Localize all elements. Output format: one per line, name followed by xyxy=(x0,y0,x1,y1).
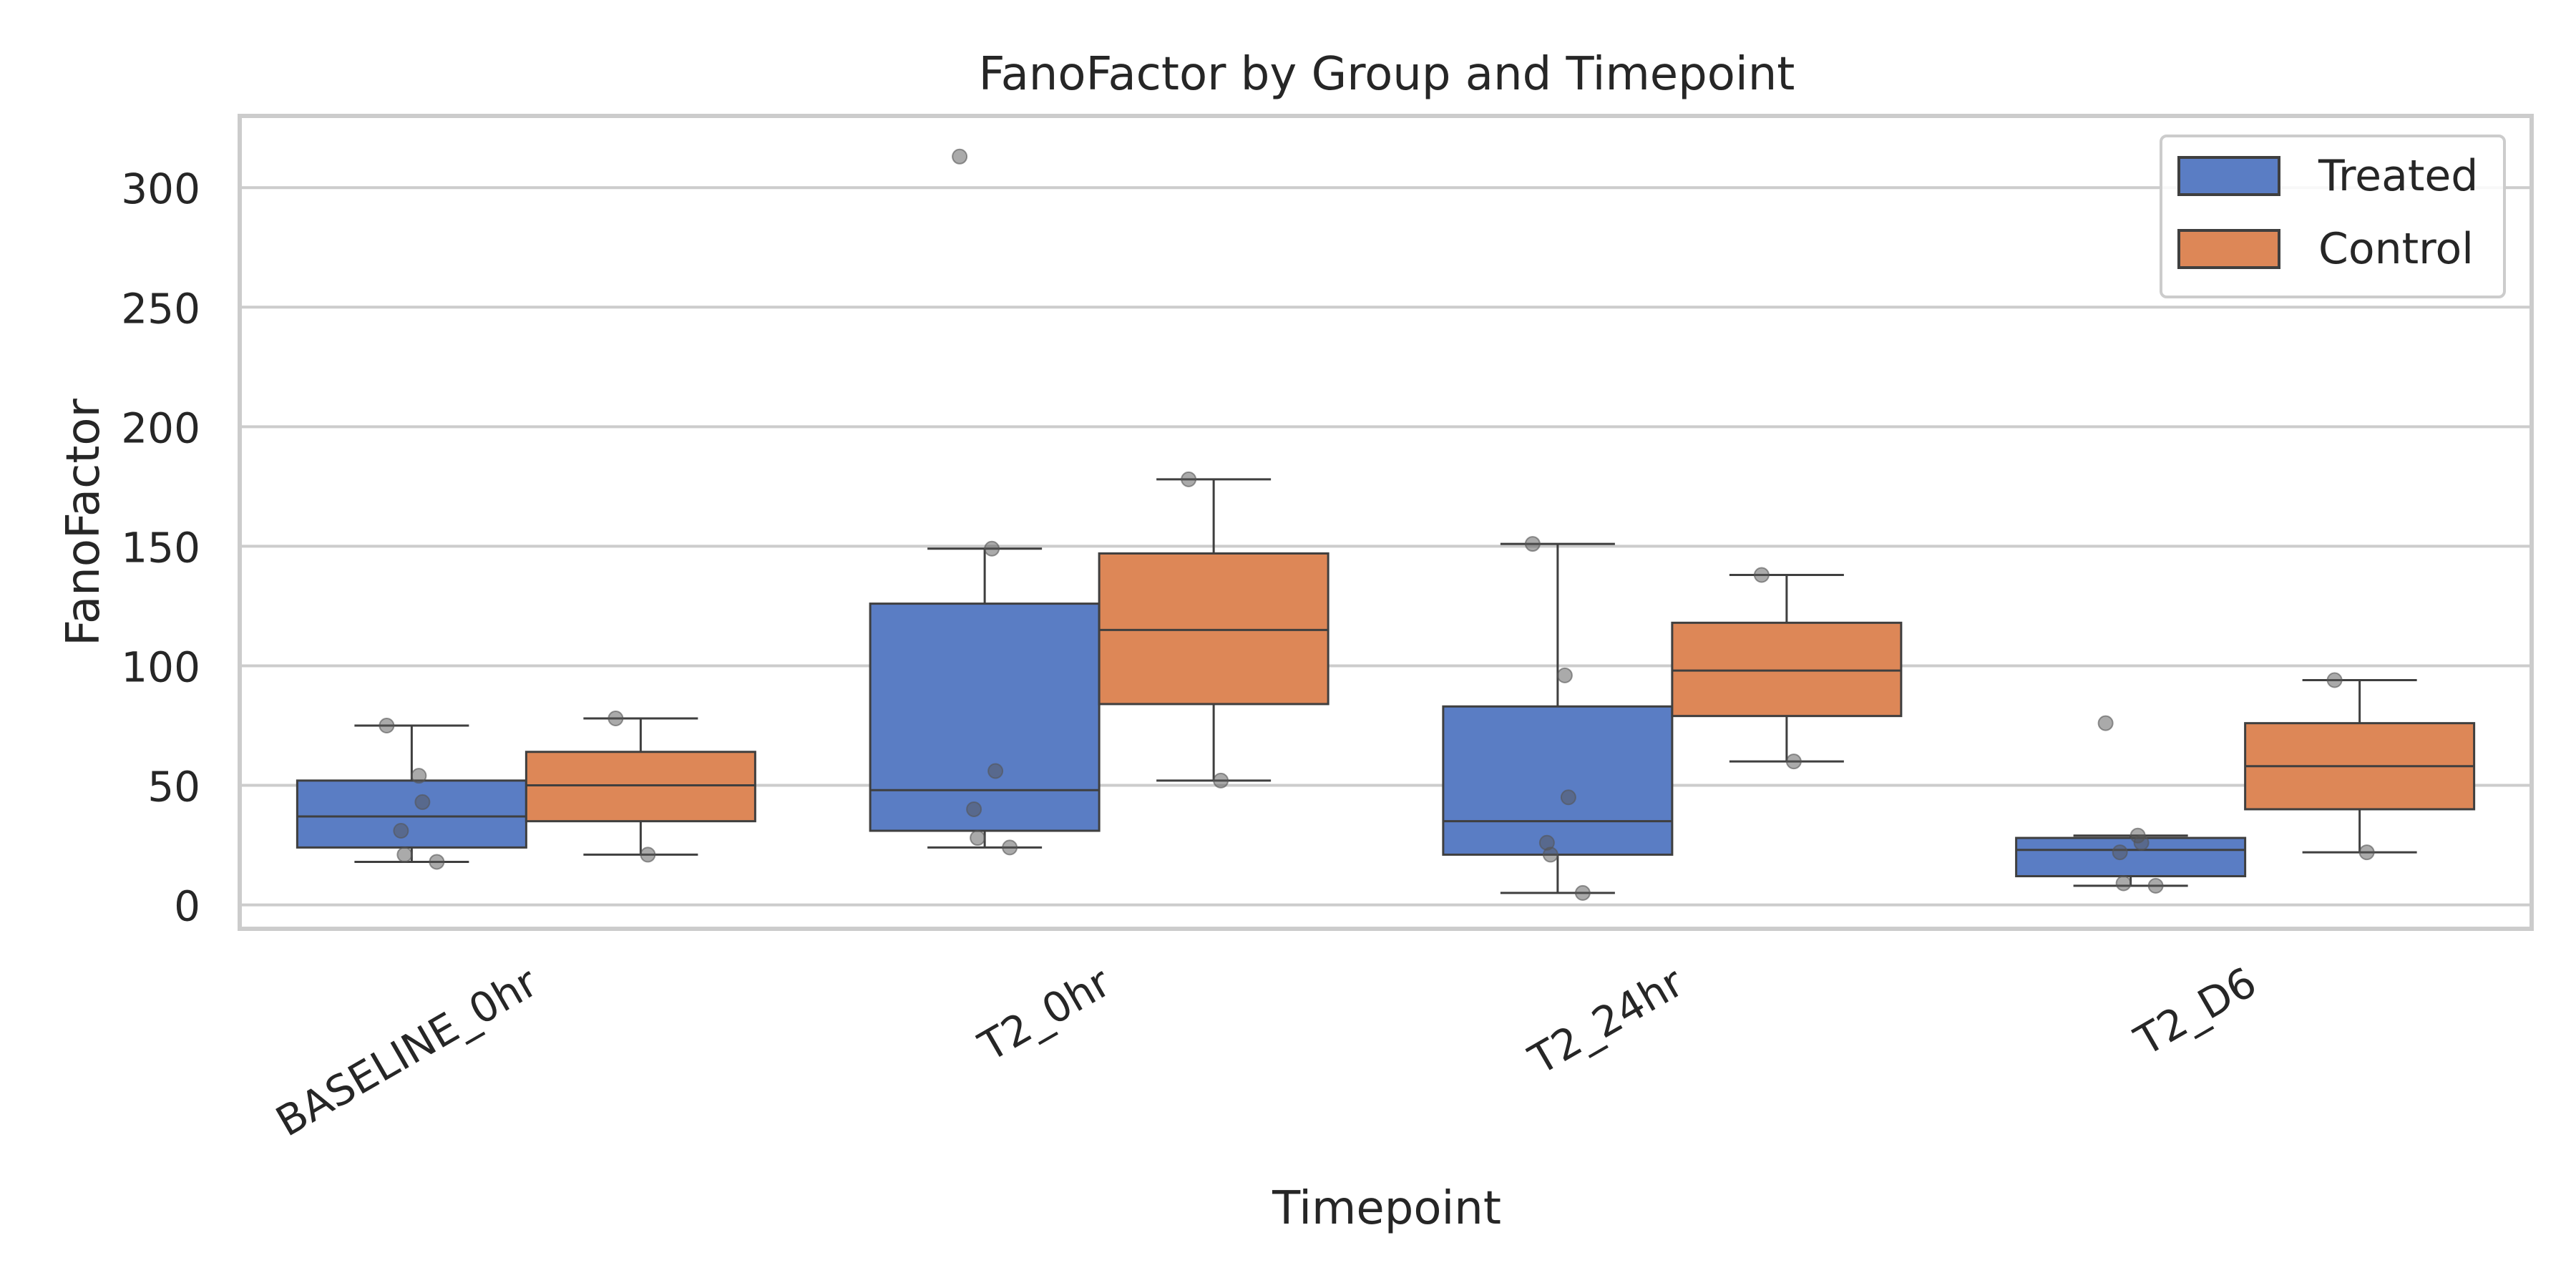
data-point xyxy=(396,847,413,863)
chart-title: FanoFactor by Group and Timepoint xyxy=(979,48,1795,101)
data-point xyxy=(966,801,982,817)
box-control-baseline_0hr xyxy=(525,710,756,863)
x-tick-label: BASELINE_0hr xyxy=(268,957,545,1146)
box-treated-t2_0hr xyxy=(869,148,1101,856)
data-point xyxy=(608,710,624,726)
y-tick-label: 0 xyxy=(174,882,200,931)
plot-frame xyxy=(238,114,2534,931)
box-body xyxy=(1442,705,1674,856)
data-point xyxy=(393,823,409,839)
box-body xyxy=(1098,552,1330,706)
legend: Treated Control xyxy=(2160,135,2506,298)
x-axis: BASELINE_0hr T2_0hr T2_24hr T2_D6 xyxy=(268,957,2264,1146)
plot-area xyxy=(296,148,2476,901)
box-control-t2_24hr xyxy=(1671,567,1903,770)
box-body xyxy=(296,779,527,849)
data-point xyxy=(970,830,986,847)
data-point xyxy=(984,540,1000,557)
data-point xyxy=(2112,844,2128,861)
x-tick-label: T2_D6 xyxy=(2126,957,2264,1065)
y-axis: 0 50 100 150 200 250 300 xyxy=(121,165,200,930)
y-tick-label: 300 xyxy=(121,165,200,213)
legend-label-treated: Treated xyxy=(2318,151,2478,201)
y-tick-label: 150 xyxy=(121,523,200,572)
data-point xyxy=(1556,667,1573,683)
box-treated-t2_24hr xyxy=(1442,536,1674,901)
data-point xyxy=(1542,847,1558,863)
data-point xyxy=(2358,844,2375,861)
data-point xyxy=(1524,536,1541,552)
data-point xyxy=(429,854,445,870)
data-point xyxy=(1785,753,1802,770)
y-tick-label: 200 xyxy=(121,404,200,452)
data-point xyxy=(2147,877,2164,894)
x-tick-label: T2_24hr xyxy=(1521,957,1692,1084)
box-body xyxy=(1671,621,1903,718)
box-body xyxy=(525,751,756,823)
y-tick-label: 100 xyxy=(121,643,200,691)
y-axis-title: FanoFactor xyxy=(57,398,110,645)
box-treated-t2_d6 xyxy=(2015,715,2247,894)
data-point xyxy=(379,718,395,733)
y-tick-label: 50 xyxy=(147,763,200,811)
data-point xyxy=(1002,839,1018,856)
data-point xyxy=(1574,884,1591,901)
data-point xyxy=(2326,672,2343,688)
data-point xyxy=(2115,875,2132,892)
box-control-t2_d6 xyxy=(2244,672,2476,861)
data-point xyxy=(411,768,427,784)
y-tick-label: 250 xyxy=(121,284,200,333)
box-body xyxy=(869,602,1101,832)
data-point xyxy=(2133,834,2150,851)
data-point xyxy=(2097,715,2114,731)
x-axis-title: Timepoint xyxy=(1272,1182,1501,1235)
data-point xyxy=(640,847,656,863)
x-tick-label: T2_0hr xyxy=(970,957,1118,1071)
data-point xyxy=(987,763,1004,779)
data-point xyxy=(1560,789,1576,806)
box-body xyxy=(2015,836,2247,877)
legend-label-control: Control xyxy=(2318,224,2474,274)
data-point xyxy=(1181,471,1197,487)
box-treated-baseline_0hr xyxy=(296,718,527,870)
box-control-t2_0hr xyxy=(1098,471,1330,789)
data-point xyxy=(1213,772,1229,789)
data-point xyxy=(1753,567,1770,583)
legend-swatch-treated xyxy=(2177,156,2280,196)
data-point xyxy=(414,794,431,810)
legend-swatch-control xyxy=(2177,229,2280,269)
data-point xyxy=(952,148,968,165)
